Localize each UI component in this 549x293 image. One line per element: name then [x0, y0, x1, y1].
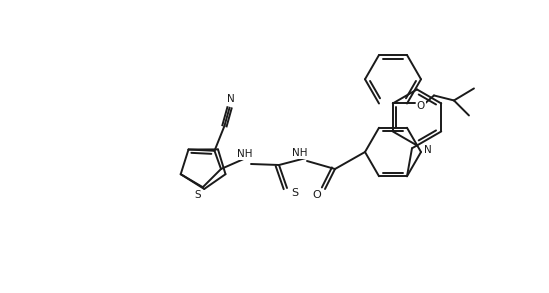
Text: S: S: [292, 188, 299, 198]
Text: S: S: [194, 190, 201, 200]
Text: NH: NH: [237, 149, 253, 159]
Text: N: N: [227, 94, 234, 104]
Text: NH: NH: [292, 148, 308, 158]
Text: O: O: [417, 101, 425, 111]
Text: O: O: [312, 190, 321, 200]
Text: N: N: [424, 145, 432, 155]
